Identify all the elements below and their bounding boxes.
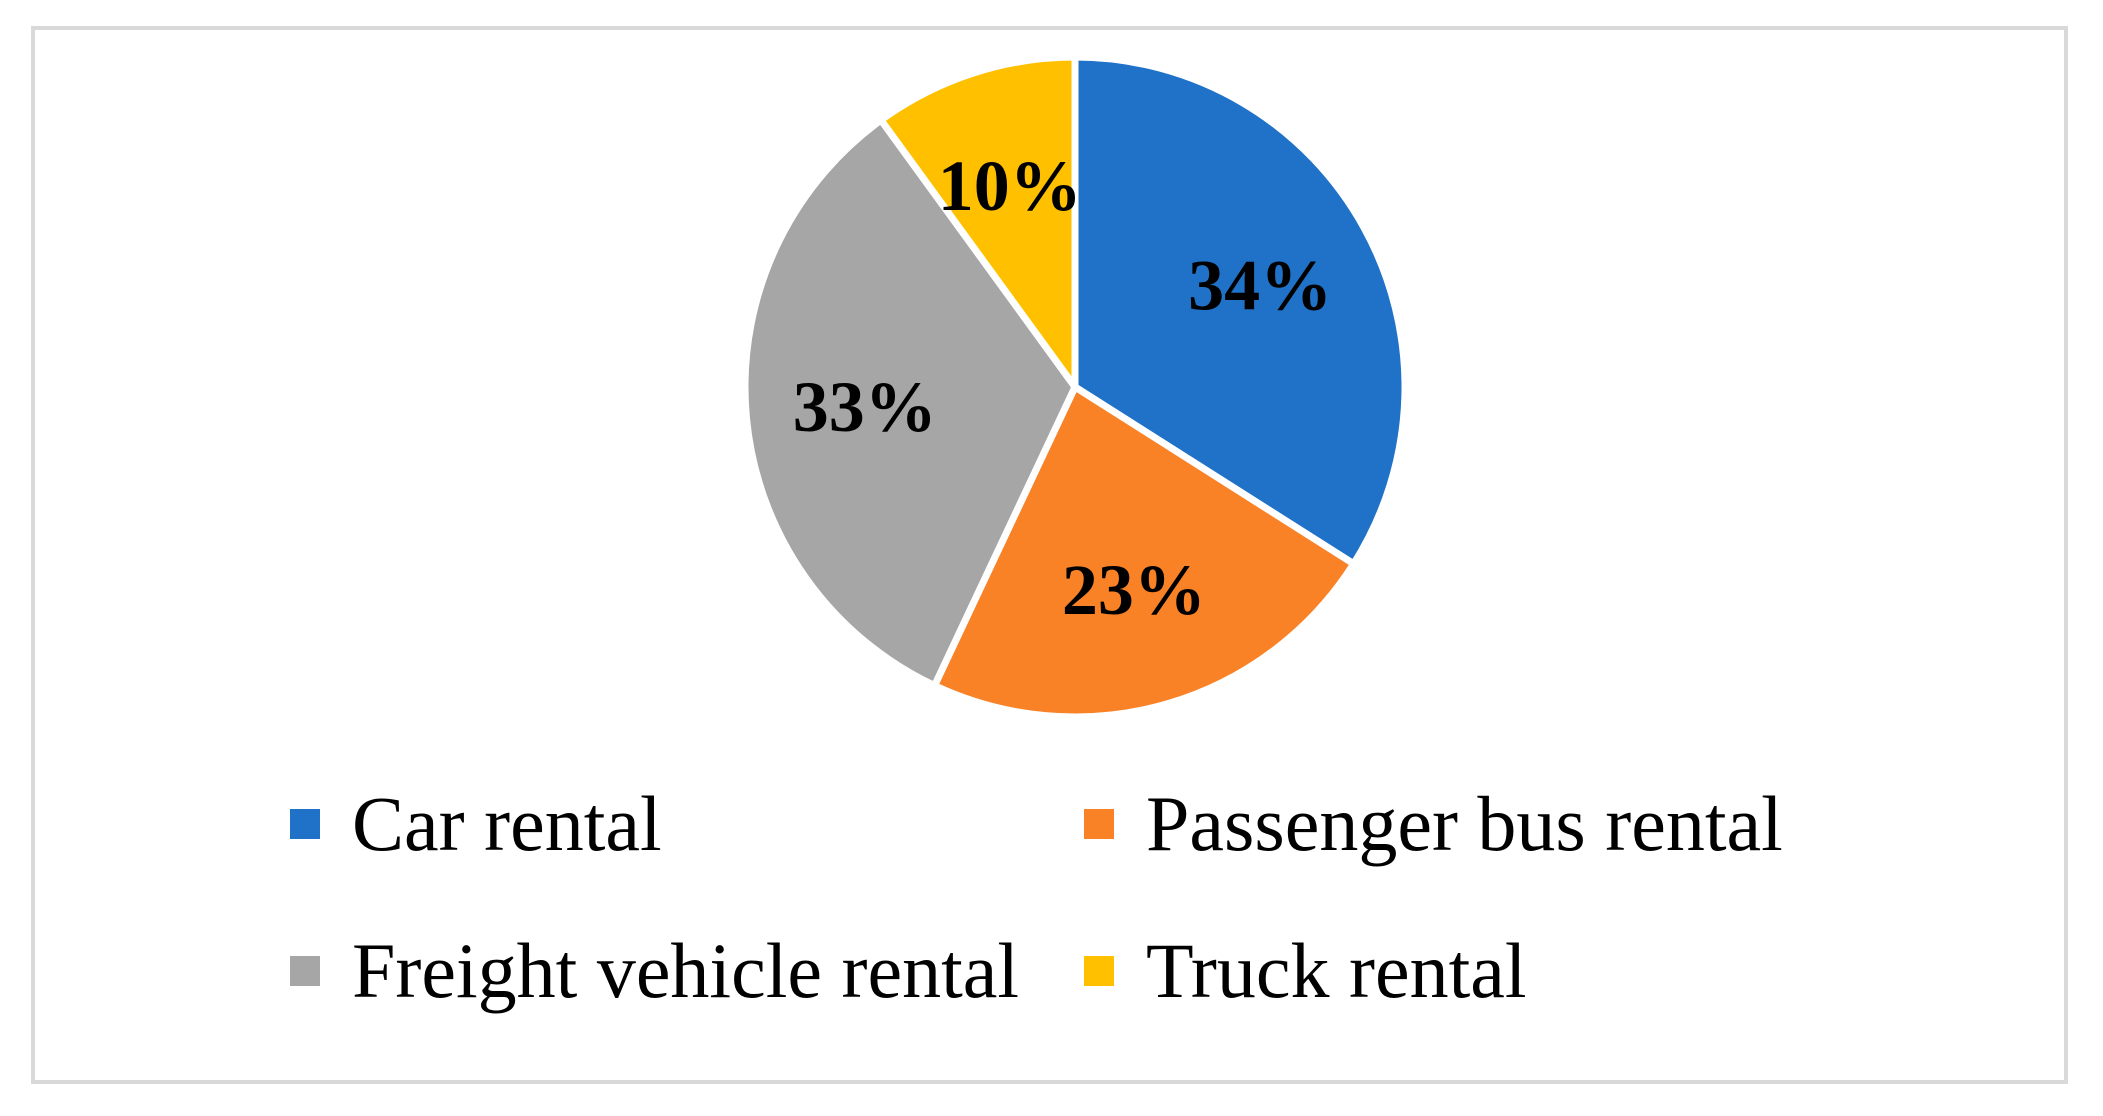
legend-label-car-rental: Car rental xyxy=(352,780,662,867)
legend-item-passenger-bus-rental: Passenger bus rental xyxy=(1084,785,1783,863)
legend-swatch-freight-vehicle-rental xyxy=(290,956,320,986)
pie-slices xyxy=(741,53,1409,721)
legend-swatch-passenger-bus-rental xyxy=(1084,809,1114,839)
data-label-car-rental: 34% xyxy=(1188,245,1332,325)
legend-label-freight-vehicle-rental: Freight vehicle rental xyxy=(352,927,1020,1014)
pie-slice-labels: 34% 23% 33% 10% xyxy=(793,146,1332,630)
legend-item-truck-rental: Truck rental xyxy=(1084,932,1527,1010)
data-label-freight-vehicle-rental: 33% xyxy=(793,367,937,447)
legend-item-car-rental: Car rental xyxy=(290,785,662,863)
data-label-passenger-bus-rental: 23% xyxy=(1062,550,1206,630)
pie-slice-truck-rental xyxy=(877,53,1079,391)
legend-item-freight-vehicle-rental: Freight vehicle rental xyxy=(290,932,1019,1010)
legend-label-passenger-bus-rental: Passenger bus rental xyxy=(1146,780,1783,867)
legend-swatch-truck-rental xyxy=(1084,956,1114,986)
legend-label-truck-rental: Truck rental xyxy=(1146,927,1527,1014)
pie-slice-freight-vehicle-rental xyxy=(741,116,1079,690)
data-label-truck-rental: 10% xyxy=(938,146,1082,226)
legend-swatch-car-rental xyxy=(290,809,320,839)
